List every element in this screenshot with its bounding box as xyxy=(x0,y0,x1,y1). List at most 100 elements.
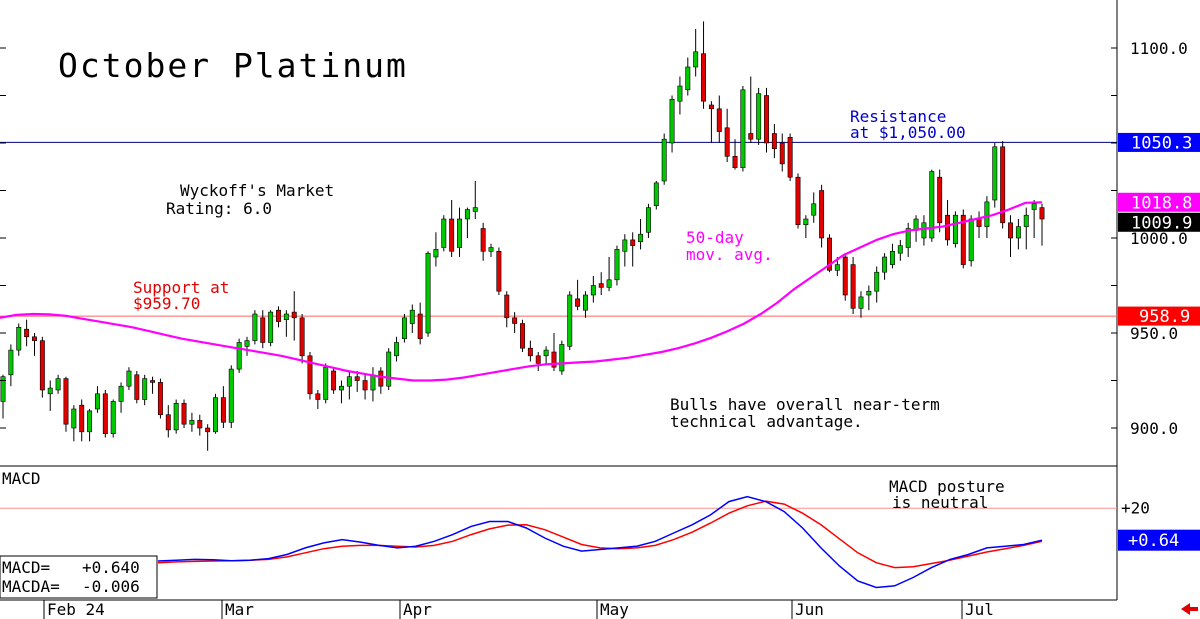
candle-down xyxy=(220,397,226,423)
candle-down xyxy=(291,311,297,319)
candle-up xyxy=(0,376,6,402)
candle-down xyxy=(1039,207,1045,220)
candle-down xyxy=(197,420,203,429)
candle-up xyxy=(213,397,218,433)
candle-down xyxy=(850,264,856,309)
support-badge: 958.9 xyxy=(1118,306,1200,327)
chart-title: October Platinum xyxy=(58,46,408,85)
resistance-label-1: Resistance xyxy=(850,107,946,126)
candle-down xyxy=(480,228,486,252)
candle-up xyxy=(834,264,840,271)
candle-up xyxy=(677,85,683,102)
candle-up xyxy=(87,410,93,433)
candle-up xyxy=(1031,203,1037,210)
month-label: May xyxy=(600,600,629,619)
candle-up xyxy=(921,222,927,239)
candle-up xyxy=(897,245,903,254)
candle-up xyxy=(268,311,274,343)
candle-up xyxy=(590,285,596,296)
candle-down xyxy=(716,108,722,132)
candle-up xyxy=(323,366,329,400)
candle-down xyxy=(630,239,636,246)
candle-up xyxy=(71,408,77,429)
candle-down xyxy=(748,133,754,140)
candle-up xyxy=(370,374,376,391)
candle-down xyxy=(165,414,171,431)
candle-up xyxy=(126,370,132,387)
candle-up xyxy=(394,342,400,357)
price-tick-label: 950.0 xyxy=(1130,324,1178,343)
month-label: Apr xyxy=(403,600,432,619)
candle-up xyxy=(457,218,462,248)
candle-up xyxy=(236,342,242,370)
candle-up xyxy=(645,207,651,233)
candle-up xyxy=(142,378,148,400)
macd-ref-label: +20 xyxy=(1121,498,1150,517)
candle-up xyxy=(661,138,667,182)
candle-down xyxy=(787,137,793,178)
candle-up xyxy=(118,385,124,402)
candle-up xyxy=(8,349,14,376)
month-axis: Feb 24 Mar Apr May Jun Jul xyxy=(43,600,994,619)
candle-up xyxy=(583,294,588,311)
candle-down xyxy=(937,176,943,224)
candle-up xyxy=(16,326,22,351)
macda-readout-label: MACDA= xyxy=(2,577,60,596)
price-tick-label: 1000.0 xyxy=(1130,229,1188,248)
candle-down xyxy=(299,317,305,357)
candle-down xyxy=(795,176,801,225)
candle-up xyxy=(968,218,974,262)
candle-up xyxy=(693,51,699,68)
candle-up xyxy=(543,349,549,357)
candle-down xyxy=(976,218,982,227)
candle-down xyxy=(276,309,281,322)
resistance-badge-text: 1050.3 xyxy=(1131,133,1192,153)
candle-down xyxy=(24,328,30,338)
macd-comment-1: MACD posture xyxy=(889,477,1005,496)
candle-down xyxy=(708,104,714,110)
candle-up xyxy=(464,209,470,220)
candle-up xyxy=(803,218,809,225)
candle-up xyxy=(338,385,344,391)
candle-up xyxy=(929,171,935,239)
candle-up xyxy=(866,290,872,296)
candle-down xyxy=(150,380,156,383)
candle-down xyxy=(598,283,604,288)
candlestick-series xyxy=(0,21,1045,451)
moving-average-line xyxy=(0,201,1043,382)
price-tick-label: 1100.0 xyxy=(1130,39,1188,58)
candle-up xyxy=(386,351,392,387)
last-price-badge: 1009.9 xyxy=(1118,212,1200,233)
candle-up xyxy=(992,146,998,201)
candle-up xyxy=(811,203,817,216)
candle-up xyxy=(55,378,61,391)
candle-down xyxy=(827,237,832,271)
scroll-left-arrow-icon[interactable] xyxy=(1181,603,1198,615)
candle-down xyxy=(181,402,187,425)
moving-average-badge-text: 1018.8 xyxy=(1131,193,1192,213)
candle-down xyxy=(417,313,423,340)
macd-level-badge: +0.64 xyxy=(1118,529,1200,551)
month-label: Jul xyxy=(965,600,994,619)
support-label-1: Support at xyxy=(133,278,229,297)
candle-up xyxy=(472,207,478,212)
commentary-line-2: technical advantage. xyxy=(670,412,863,431)
rating-line-1: Wyckoff's Market xyxy=(180,181,334,200)
candle-down xyxy=(512,317,518,324)
support-label-2: $959.70 xyxy=(133,294,200,313)
candle-up xyxy=(110,401,116,434)
candle-down xyxy=(315,393,321,400)
candle-up xyxy=(47,387,53,395)
candle-up xyxy=(228,368,234,423)
candle-down xyxy=(134,374,140,400)
macd-readout-box: MACD= +0.640 MACDA= -0.006 xyxy=(0,555,158,599)
candle-up xyxy=(756,93,762,140)
month-label: Mar xyxy=(225,600,254,619)
candle-up xyxy=(614,249,620,281)
candle-down xyxy=(701,53,707,102)
candle-down xyxy=(520,323,525,349)
ma-label-2: mov. avg. xyxy=(686,245,773,264)
candle-up xyxy=(1015,226,1021,239)
